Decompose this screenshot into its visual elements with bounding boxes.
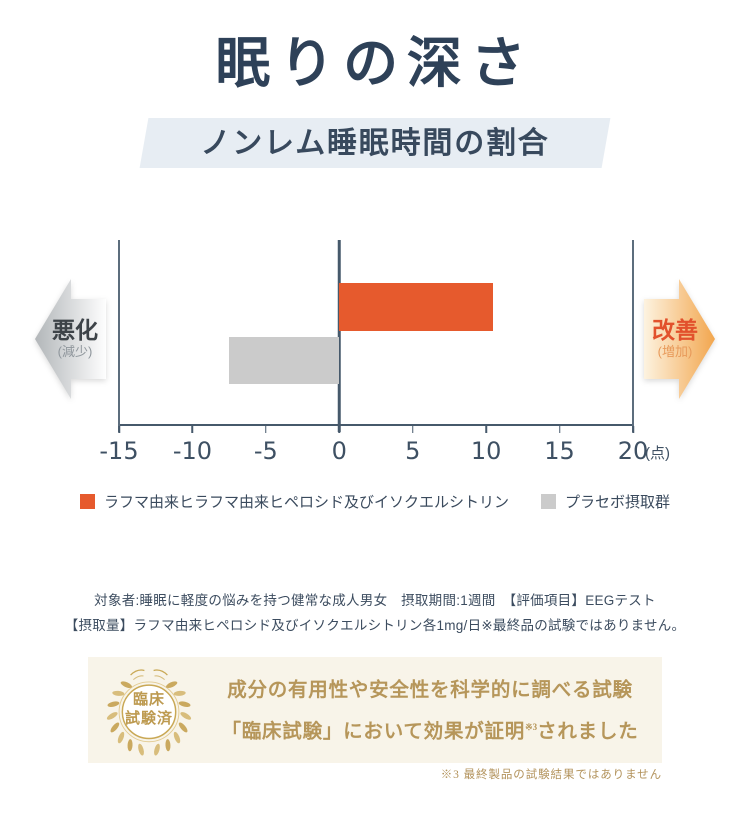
panel-text: 成分の有用性や安全性を科学的に調べる試験 「臨床試験」において効果が証明※3され… — [206, 672, 654, 751]
badge-line1: 臨床 — [132, 692, 165, 708]
x-axis-ticks: (点) -15 -10 -5 0 5 10 15 20 — [99, 437, 670, 471]
left-arrow-icon — [35, 279, 106, 399]
tick-mark — [485, 426, 487, 433]
improve-label-group: 改善 (増加) — [644, 278, 716, 400]
bar-chart: 悪化 (減少) (点) -15 -10 -5 0 5 10 15 20 改善 — [0, 240, 750, 475]
laurel-wreath-icon — [106, 669, 192, 756]
tick-mark — [338, 426, 341, 433]
panel-line1: 成分の有用性や安全性を科学的に調べる試験 — [227, 680, 633, 701]
tick-label: 0 — [331, 437, 347, 465]
legend-label-placebo: プラセボ摂取群 — [565, 494, 671, 511]
worsen-label-group: 悪化 (減少) — [34, 278, 106, 400]
improve-label: 改善 — [652, 317, 698, 343]
axis-unit-label: (点) — [645, 445, 670, 462]
tick-label: 20 — [617, 437, 649, 465]
worsen-arrow: 悪化 (減少) — [34, 278, 106, 400]
study-notes: 対象者:睡眠に軽度の悩みを持つ健常な成人男女 摂取期間:1週間 【評価項目】EE… — [0, 588, 750, 638]
page-title: 眠りの深さ — [215, 33, 535, 94]
tick-label: -15 — [99, 437, 139, 465]
subtitle-text: ノンレム睡眠時間の割合 — [200, 127, 550, 160]
panel-line2-after: されました — [537, 721, 639, 743]
footnote: ※3 最終製品の試験結果ではありません — [440, 769, 662, 781]
tick-label: -5 — [253, 437, 278, 465]
right-arrow-icon — [644, 279, 715, 399]
tick-label: -10 — [172, 437, 213, 465]
plot-area — [118, 240, 634, 433]
zero-baseline — [338, 240, 341, 432]
tick-label: 5 — [405, 437, 421, 465]
legend-swatch-treatment — [79, 494, 95, 509]
improve-arrow: 改善 (増加) — [644, 278, 716, 400]
bar-placebo — [229, 337, 340, 384]
badge-line2: 試験済 — [124, 711, 173, 727]
tick-mark — [191, 426, 194, 433]
chart-legend: ラフマ由来ヒラフマ由来ヒペロシド及びイソクエルシトリン プラセボ摂取群 — [0, 491, 750, 512]
plot-border-line — [632, 240, 634, 432]
clinical-trial-panel: 臨床 試験済 成分の有用性や安全性を科学的に調べる試験 「臨床試験」において効果… — [88, 657, 662, 763]
study-notes-line2: 【摂取量】ラフマ由来ヒペロシド及びイソクエルシトリン各1mg/日※最終品の試験で… — [64, 618, 686, 633]
tick-label: 15 — [544, 437, 575, 465]
improve-sublabel: (増加) — [657, 344, 693, 359]
badge-text: 臨床 試験済 — [103, 664, 195, 756]
panel-line2: 「臨床試験」において効果が証明※3されました — [206, 709, 654, 751]
worsen-label: 悪化 — [52, 317, 98, 343]
tick-mark — [632, 426, 634, 433]
tick-mark — [118, 426, 120, 433]
x-axis-line — [118, 424, 634, 426]
panel-line2-before: 「臨床試験」において効果が証明 — [221, 721, 526, 743]
tick-mark — [265, 426, 267, 433]
plot-border-line — [118, 240, 120, 432]
bar-treatment — [339, 283, 494, 331]
wreath-leaves — [106, 681, 192, 756]
legend-label-treatment: ラフマ由来ヒラフマ由来ヒペロシド及びイソクエルシトリン — [103, 494, 509, 511]
tick-label: 10 — [470, 437, 502, 465]
panel-line2-footnote-mark: ※3 — [525, 722, 538, 732]
study-notes-line1: 対象者:睡眠に軽度の悩みを持つ健常な成人男女 摂取期間:1週間 【評価項目】EE… — [94, 593, 656, 608]
tick-mark — [411, 426, 414, 433]
clinical-badge: 臨床 試験済 — [103, 664, 195, 756]
tick-mark — [558, 426, 561, 433]
legend-swatch-placebo — [541, 494, 556, 509]
worsen-sublabel: (減少) — [57, 344, 93, 359]
